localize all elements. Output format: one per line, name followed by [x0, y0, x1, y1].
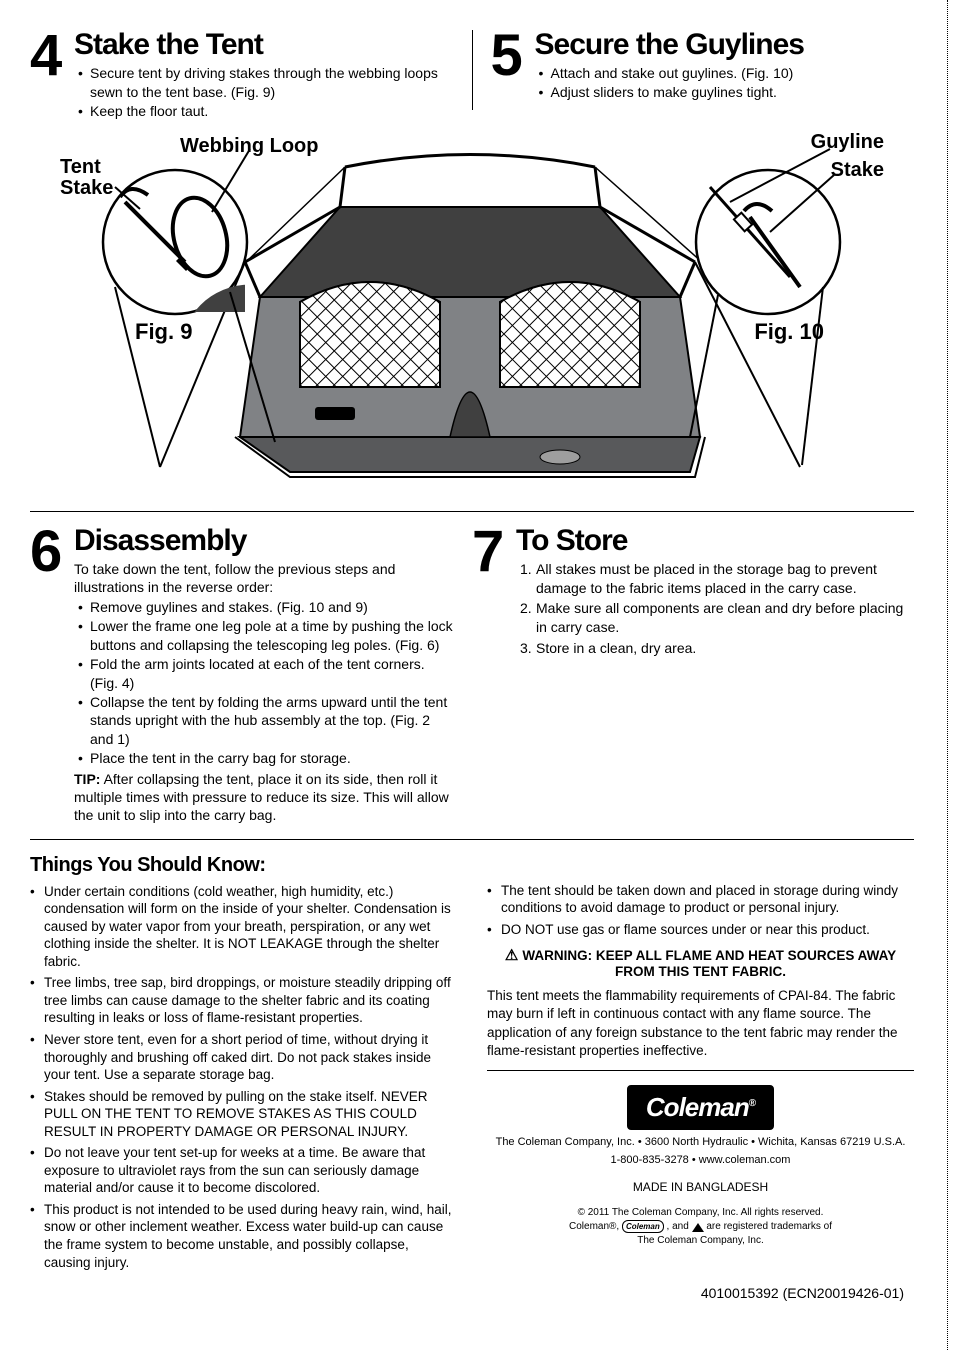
- copyright: © 2011 The Coleman Company, Inc. All rig…: [487, 1206, 914, 1248]
- step-6-bullet: Remove guylines and stakes. (Fig. 10 and…: [78, 598, 456, 617]
- step-6-bullets: Remove guylines and stakes. (Fig. 10 and…: [74, 598, 456, 768]
- things-bullet: Tree limbs, tree sap, bird droppings, or…: [30, 974, 457, 1027]
- step-7-item: 2.Make sure all components are clean and…: [520, 599, 914, 637]
- step-4: 4 Stake the Tent Secure tent by driving …: [30, 30, 454, 121]
- part-number: 4010015392 (ECN20019426-01): [30, 1285, 914, 1301]
- step-6: 6 Disassembly To take down the tent, fol…: [30, 526, 472, 825]
- things-right-col: The tent should be taken down and placed…: [487, 854, 914, 1275]
- footer-address: The Coleman Company, Inc. • 3600 North H…: [487, 1136, 914, 1148]
- step-5-number: 5: [491, 30, 535, 121]
- steps-4-5-row: 4 Stake the Tent Secure tent by driving …: [30, 30, 914, 121]
- flammability-text: This tent meets the flammability require…: [487, 987, 914, 1060]
- things-bullet: The tent should be taken down and placed…: [487, 882, 914, 917]
- step-4-bullet: Keep the floor taut.: [78, 102, 454, 121]
- step-4-bullet: Secure tent by driving stakes through th…: [78, 64, 454, 102]
- tent-icon: [692, 1222, 704, 1232]
- step-6-bullet: Lower the frame one leg pole at a time b…: [78, 617, 456, 655]
- coleman-logo: Coleman: [627, 1085, 774, 1130]
- step-6-bullet: Collapse the tent by folding the arms up…: [78, 693, 456, 750]
- step-7-list: 1.All stakes must be placed in the stora…: [516, 560, 914, 658]
- step-7-item: 1.All stakes must be placed in the stora…: [520, 560, 914, 598]
- things-title: Things You Should Know:: [30, 854, 457, 877]
- step-6-intro: To take down the tent, follow the previo…: [74, 560, 456, 596]
- step-4-bullets: Secure tent by driving stakes through th…: [74, 64, 454, 121]
- things-bullet: Stakes should be removed by pulling on t…: [30, 1088, 457, 1141]
- warning-icon: [505, 948, 522, 963]
- mini-logo-icon: Coleman: [622, 1220, 664, 1233]
- step-7: 7 To Store 1.All stakes must be placed i…: [472, 526, 914, 825]
- divider: [30, 511, 914, 512]
- step-5-bullet: Adjust sliders to make guylines tight.: [539, 83, 915, 102]
- things-right-list: The tent should be taken down and placed…: [487, 882, 914, 939]
- tent-illustration: Tent Stake Webbing Loop Guyline Stake Fi…: [30, 127, 914, 497]
- steps-6-7-row: 6 Disassembly To take down the tent, fol…: [30, 526, 914, 825]
- things-bullet: Under certain conditions (cold weather, …: [30, 883, 457, 971]
- warning-line: WARNING: KEEP ALL FLAME AND HEAT SOURCES…: [487, 946, 914, 979]
- step-6-bullet: Place the tent in the carry bag for stor…: [78, 749, 456, 768]
- footer: Coleman The Coleman Company, Inc. • 3600…: [487, 1085, 914, 1248]
- things-section: Things You Should Know: Under certain co…: [30, 854, 914, 1275]
- step-6-bullet: Fold the arm joints located at each of t…: [78, 655, 456, 693]
- step-7-title: To Store: [516, 526, 914, 556]
- things-bullet: Never store tent, even for a short perio…: [30, 1031, 457, 1084]
- step-4-number: 4: [30, 30, 74, 121]
- things-bullet: This product is not intended to be used …: [30, 1201, 457, 1271]
- things-bullet: DO NOT use gas or flame sources under or…: [487, 921, 914, 939]
- things-bullet: Do not leave your tent set-up for weeks …: [30, 1144, 457, 1197]
- things-left-col: Things You Should Know: Under certain co…: [30, 854, 457, 1275]
- footer-phone: 1-800-835-3278 • www.coleman.com: [487, 1154, 914, 1166]
- vertical-divider: [472, 30, 473, 110]
- divider: [30, 839, 914, 840]
- tent-svg: [30, 127, 910, 497]
- step-5-bullet: Attach and stake out guylines. (Fig. 10): [539, 64, 915, 83]
- step-5-title: Secure the Guylines: [535, 30, 915, 60]
- step-4-title: Stake the Tent: [74, 30, 454, 60]
- step-6-number: 6: [30, 526, 74, 825]
- stitch-line: [947, 0, 948, 1350]
- step-7-number: 7: [472, 526, 516, 825]
- step-6-tip: TIP: After collapsing the tent, place it…: [74, 770, 456, 825]
- divider: [487, 1070, 914, 1071]
- step-5: 5 Secure the Guylines Attach and stake o…: [491, 30, 915, 121]
- step-7-item: 3.Store in a clean, dry area.: [520, 639, 914, 658]
- step-6-title: Disassembly: [74, 526, 456, 556]
- step-5-bullets: Attach and stake out guylines. (Fig. 10)…: [535, 64, 915, 102]
- things-left-list: Under certain conditions (cold weather, …: [30, 883, 457, 1271]
- made-in: MADE IN BANGLADESH: [487, 1180, 914, 1194]
